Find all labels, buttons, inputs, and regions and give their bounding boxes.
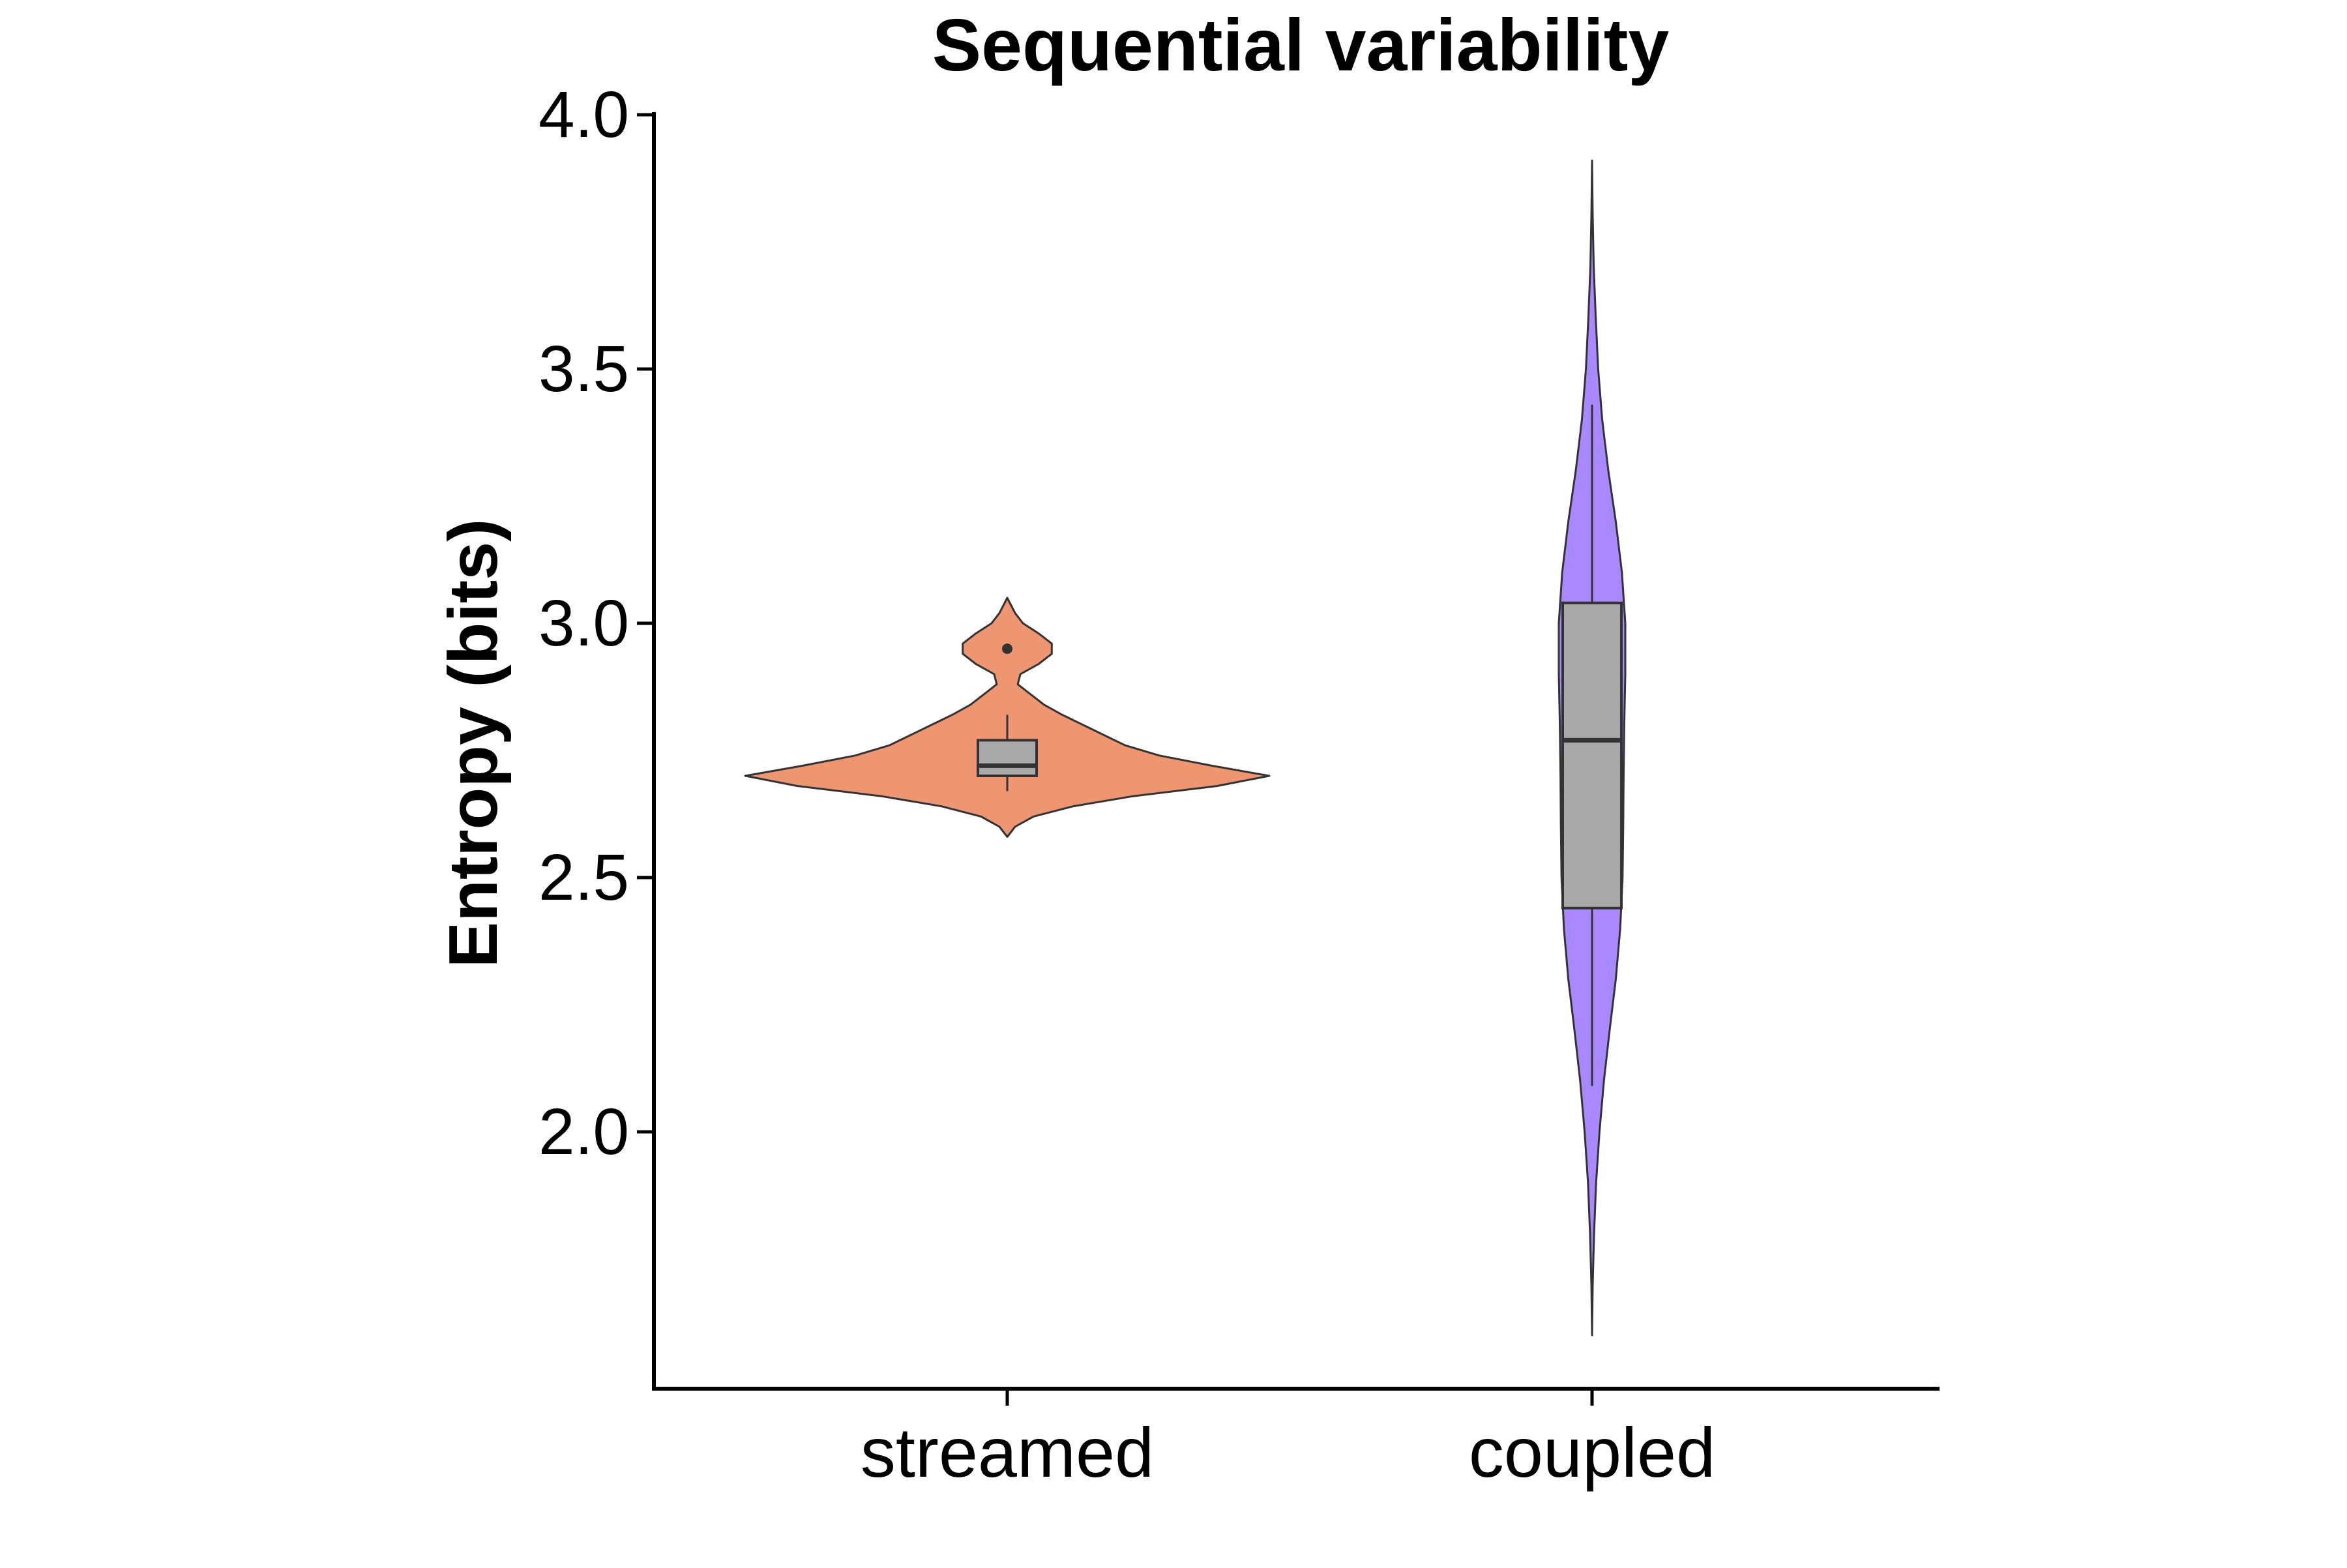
y-tick-label: 3.5 <box>539 333 629 406</box>
chart-title: Sequential variability <box>932 4 1670 86</box>
box-coupled <box>1561 601 1623 910</box>
violins <box>744 159 1627 1337</box>
y-tick-label: 4.0 <box>539 78 629 151</box>
y-axis-title: Entropy (bits) <box>435 519 512 968</box>
y-axis: 2.0 2.5 3.0 3.5 4.0 <box>539 78 656 1390</box>
y-tick-label: 3.0 <box>539 587 629 660</box>
outlier-streamed <box>1002 643 1012 654</box>
x-tick-label-streamed: streamed <box>861 1413 1154 1492</box>
y-tick-label: 2.0 <box>539 1095 629 1168</box>
y-tick-label: 2.5 <box>539 841 629 914</box>
x-axis: streamed coupled <box>652 1387 1940 1492</box>
x-tick-label-coupled: coupled <box>1469 1413 1715 1492</box>
box-streamed <box>977 739 1038 778</box>
